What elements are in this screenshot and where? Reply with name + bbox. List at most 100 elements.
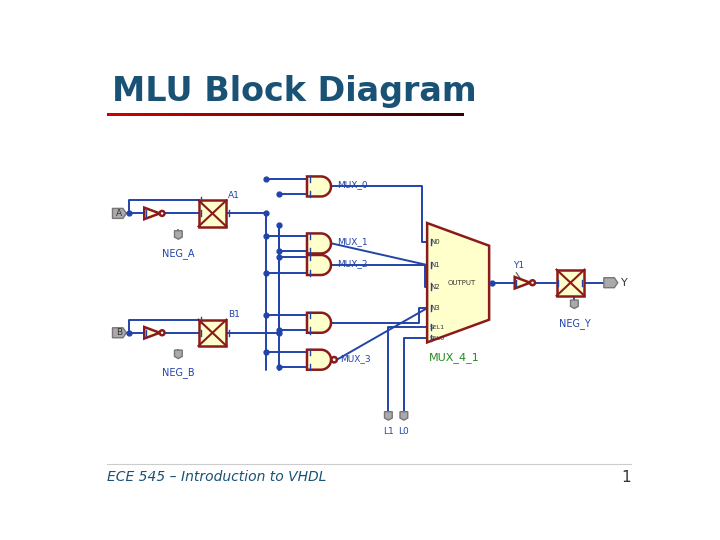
Bar [351,112,353,117]
Bar [171,112,173,117]
Bar [228,112,230,117]
Bar [448,112,450,117]
Bar [418,112,420,117]
Bar [401,112,402,117]
Bar [388,112,390,117]
Bar [153,112,155,117]
Bar [258,112,260,117]
Bar [341,112,343,117]
Bar [117,112,119,117]
Bar [435,112,437,117]
Bar [295,112,297,117]
Bar [163,112,164,117]
Bar [454,112,455,117]
Bar [392,112,394,117]
Bar [205,112,207,117]
Bar [289,112,292,117]
Bar [141,112,143,117]
Polygon shape [570,300,578,308]
Bar [187,112,189,117]
Bar [207,112,209,117]
Polygon shape [174,350,182,359]
Bar [267,112,269,117]
Bar [436,112,438,117]
Bar [237,112,238,117]
Bar [381,112,382,117]
Bar [402,112,404,117]
Bar [253,112,254,117]
Bar [366,112,369,117]
Bar [257,112,258,117]
Bar [250,112,251,117]
Polygon shape [307,177,331,197]
Bar [140,112,142,117]
Bar [157,112,159,117]
Bar [233,112,234,117]
Bar [113,112,114,117]
Bar [227,112,229,117]
Text: MUX_1: MUX_1 [337,238,368,246]
Bar [184,112,186,117]
Bar [358,112,360,117]
Bar [456,112,458,117]
Bar [371,112,373,117]
Bar [148,112,150,117]
Bar [288,112,290,117]
Bar [404,112,405,117]
Bar [170,112,171,117]
Bar [391,112,392,117]
Bar [217,112,219,117]
Bar [331,112,333,117]
Bar [431,112,433,117]
Bar [212,112,215,117]
Bar [356,112,359,117]
Bar [214,112,216,117]
Bar [307,112,308,117]
Bar [119,112,120,117]
Text: N1: N1 [431,262,440,268]
Bar [130,112,132,117]
Bar [225,112,228,117]
Bar [420,112,423,117]
Bar [374,112,376,117]
Bar [414,112,415,117]
Bar [439,112,441,117]
Bar [202,112,204,117]
Bar [292,112,294,117]
Text: N2: N2 [431,284,440,289]
Bar [422,112,424,117]
Text: NEG_Y: NEG_Y [559,318,590,329]
Bar [446,112,449,117]
Bar [314,112,315,117]
Bar [174,112,176,117]
Bar [342,112,344,117]
Circle shape [160,211,165,216]
Bar [158,112,160,117]
Bar [285,112,287,117]
Bar [334,112,336,117]
Bar [415,112,417,117]
Polygon shape [515,277,530,288]
Bar [291,112,293,117]
Bar [458,112,459,117]
Text: A: A [117,209,122,218]
Polygon shape [144,208,160,219]
Text: MUX_4_1: MUX_4_1 [429,352,480,362]
Bar [397,112,398,117]
Bar [452,112,454,117]
Bar [355,112,357,117]
Bar [274,112,276,117]
Bar [294,112,296,117]
Bar [197,112,199,117]
Bar [408,112,410,117]
Bar [451,112,453,117]
Bar [282,112,284,117]
Bar [336,112,337,117]
Bar [263,112,264,117]
Text: B: B [117,328,122,338]
Bar [131,112,133,117]
Bar [144,112,146,117]
Bar [164,112,166,117]
Bar [348,112,350,117]
Bar [444,112,446,117]
